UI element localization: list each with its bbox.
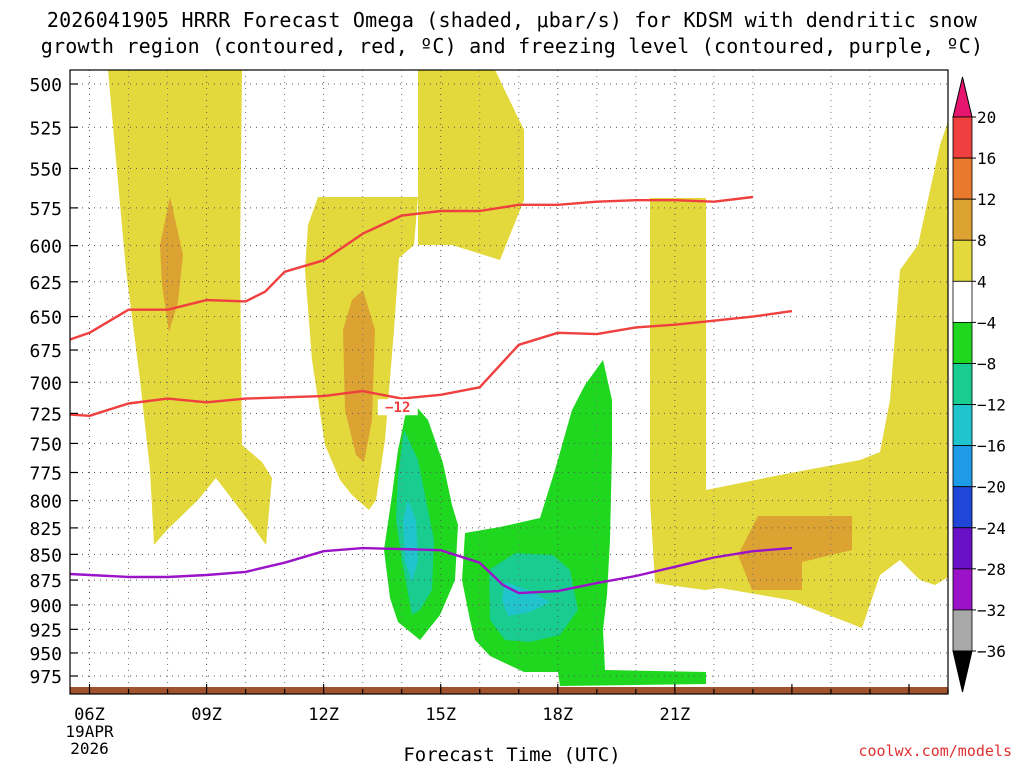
colorbar-label: −12: [977, 396, 1006, 415]
y-tick-label: 700: [29, 373, 62, 394]
y-tick-label: 825: [29, 519, 62, 540]
contour-freezing-level-0c: [70, 546, 792, 595]
omega-region-upward-4-8: [398, 70, 524, 260]
colorbar-bottom-arrow: [952, 650, 973, 693]
y-axis: 500 525 550 575 600 625 650 675 700 725 750 775 800 8…: [29, 75, 78, 688]
omega-region-upward-8-12: [343, 290, 375, 462]
colorbar-swatch: [952, 198, 973, 241]
x-tick-label: 06Z: [74, 705, 105, 725]
contour-dgz-minus-12: [70, 309, 793, 417]
y-tick-label: 550: [29, 159, 62, 180]
colorbar-swatch: [952, 404, 973, 447]
y-tick-label: 750: [29, 434, 62, 455]
colorbar-swatch: [952, 568, 973, 611]
x-tick-label: 18Z: [542, 705, 573, 725]
credit-text: coolwx.com/models: [858, 742, 1012, 760]
y-tick-label: 975: [29, 667, 62, 688]
colorbar-label: −4: [977, 313, 996, 332]
chart-title-line-1: 2026041905 HRRR Forecast Omega (shaded, …: [46, 8, 978, 32]
omega-region-upward-8-12: [160, 197, 183, 332]
y-tick-label: 725: [29, 404, 62, 425]
x-tick-date-label: 19APR: [65, 722, 114, 741]
colorbar-swatch: [952, 527, 973, 570]
colorbar-swatch: [952, 157, 973, 200]
x-tick-label: 09Z: [191, 705, 222, 725]
x-tick-label: 12Z: [308, 705, 339, 725]
y-tick-label: 925: [29, 620, 62, 641]
colorbar-label: −8: [977, 354, 996, 373]
colorbar-label: 16: [977, 149, 996, 168]
y-tick-label: 575: [29, 199, 62, 220]
y-tick-label: 950: [29, 644, 62, 665]
contour-layer: −12: [70, 195, 793, 595]
colorbar-label: 12: [977, 190, 996, 209]
contour-dgz-minus-18: [70, 195, 754, 341]
colorbar-label: −16: [977, 437, 1006, 456]
y-tick-label: 850: [29, 545, 62, 566]
colorbar-swatch: [952, 363, 973, 405]
colorbar-swatch: [952, 445, 973, 488]
colorbar-swatch: [952, 280, 973, 323]
omega-region-upward-8-12: [738, 516, 852, 590]
colorbar-label: −20: [977, 478, 1006, 497]
colorbar-label: 20: [977, 108, 996, 127]
y-tick-label: 525: [29, 118, 62, 139]
colorbar-swatch: [952, 609, 973, 652]
chart-title-line-2: growth region (contoured, red, ºC) and f…: [40, 34, 984, 58]
omega-region-downward-12-16: [403, 500, 418, 582]
y-tick-label: 625: [29, 273, 62, 294]
colorbar-swatch: [952, 321, 973, 364]
colorbar-swatch: [952, 486, 973, 529]
colorbar-swatch: [952, 239, 973, 282]
omega-region-upward-4-8: [650, 121, 948, 628]
y-tick-label: 675: [29, 341, 62, 362]
contour-label: −12: [385, 400, 410, 416]
x-tick-label: 15Z: [425, 705, 456, 725]
grid-layer: [70, 70, 949, 694]
colorbar-swatch: [952, 116, 973, 159]
ground-bar: [70, 687, 948, 694]
x-axis-title: Forecast Time (UTC): [403, 744, 621, 766]
y-tick-label: 875: [29, 571, 62, 592]
colorbar-label: −32: [977, 601, 1006, 620]
omega-region-upward-4-8: [108, 70, 272, 545]
colorbar-label: −24: [977, 519, 1006, 538]
y-tick-label: 650: [29, 308, 62, 329]
y-tick-label: 775: [29, 463, 62, 484]
colorbar-label: 8: [977, 231, 987, 250]
y-tick-label: 600: [29, 237, 62, 258]
colorbar-label: 4: [977, 272, 987, 291]
y-tick-label: 500: [29, 75, 62, 96]
colorbar-label: −36: [977, 642, 1006, 661]
contour-label-background: [377, 399, 418, 416]
y-tick-label: 800: [29, 492, 62, 513]
colorbar-top-arrow: [952, 76, 973, 118]
x-tick-label: 21Z: [659, 705, 690, 725]
y-tick-label: 900: [29, 596, 62, 617]
colorbar-legend: 20 16 12 8 4 −4 −8 −12 −16 −20 −24 −28 −32 −36: [952, 76, 1006, 693]
x-tick-year-label: 2026: [70, 739, 109, 758]
colorbar-label: −28: [977, 560, 1006, 579]
